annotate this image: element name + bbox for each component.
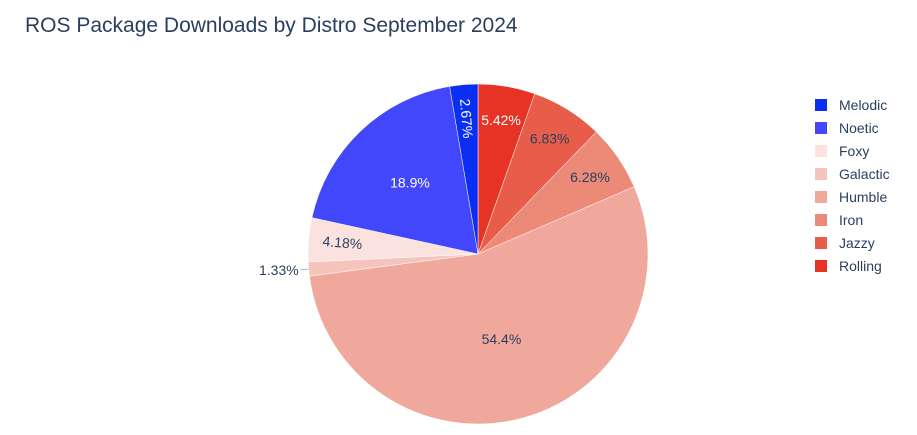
legend-swatch <box>815 144 827 157</box>
legend-label: Rolling <box>839 257 882 274</box>
legend-label: Foxy <box>839 142 870 159</box>
legend-label: Jazzy <box>839 234 875 251</box>
legend-swatch <box>815 236 827 249</box>
pie-slice-melodic <box>449 83 479 255</box>
slice-label-melodic: 2.67% <box>457 98 476 139</box>
legend-label: Melodic <box>839 96 888 113</box>
legend-item-jazzy[interactable]: Jazzy <box>815 231 890 254</box>
legend-label: Humble <box>839 188 888 205</box>
legend-item-rolling[interactable]: Rolling <box>815 254 890 277</box>
legend-item-iron[interactable]: Iron <box>815 208 890 231</box>
slice-label-jazzy: 6.83% <box>530 130 570 146</box>
legend-label: Galactic <box>839 165 890 182</box>
slice-label-galactic: 1.33% <box>259 262 299 278</box>
chart-title: ROS Package Downloads by Distro Septembe… <box>25 14 518 37</box>
legend-item-foxy[interactable]: Foxy <box>815 139 890 162</box>
slice-label-foxy: 4.18% <box>322 233 363 252</box>
legend-item-melodic[interactable]: Melodic <box>815 93 890 116</box>
legend-swatch <box>815 213 827 226</box>
legend-label: Noetic <box>839 119 879 136</box>
legend-label: Iron <box>839 211 864 228</box>
slice-label-humble: 54.4% <box>482 331 522 347</box>
legend-item-noetic[interactable]: Noetic <box>815 116 890 139</box>
pie-slice-humble <box>309 186 649 425</box>
pie-slice-noetic <box>311 86 479 255</box>
legend: Melodic Noetic Foxy Galactic Humble Iron Jazzy… <box>815 93 890 277</box>
slice-label-noetic: 18.9% <box>390 175 430 191</box>
leader-line-galactic <box>300 268 309 271</box>
legend-item-humble[interactable]: Humble <box>815 185 890 208</box>
legend-swatch <box>815 190 827 203</box>
legend-swatch <box>815 259 827 272</box>
slice-label-iron: 6.28% <box>570 169 610 185</box>
legend-item-galactic[interactable]: Galactic <box>815 162 890 185</box>
legend-swatch <box>815 167 827 180</box>
legend-swatch <box>815 98 827 111</box>
legend-swatch <box>815 121 827 134</box>
slice-label-rolling: 5.42% <box>481 112 521 128</box>
